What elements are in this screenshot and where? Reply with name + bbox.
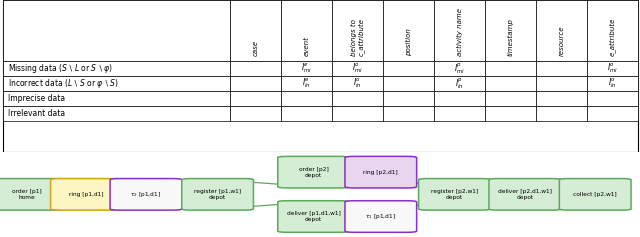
Bar <box>3 106 230 121</box>
Bar <box>435 91 485 106</box>
Bar <box>332 76 383 91</box>
Bar <box>485 91 536 106</box>
Bar <box>332 106 383 121</box>
FancyBboxPatch shape <box>182 178 253 210</box>
Text: $I^p_{in}$: $I^p_{in}$ <box>455 76 464 91</box>
FancyBboxPatch shape <box>345 156 417 188</box>
Text: deliver [p1,d1,w1]
depot: deliver [p1,d1,w1] depot <box>287 211 340 222</box>
Text: deliver [p2,d1,w1]
depot: deliver [p2,d1,w1] depot <box>498 189 552 200</box>
Text: $\tau_1$ [p1,d1]: $\tau_1$ [p1,d1] <box>365 212 396 221</box>
Bar <box>3 91 230 106</box>
Bar <box>587 76 638 91</box>
Text: $I^e_{in}$: $I^e_{in}$ <box>303 77 311 90</box>
Text: $I^o_{mi}$: $I^o_{mi}$ <box>353 62 364 75</box>
Bar <box>536 91 587 106</box>
Text: position: position <box>406 28 412 56</box>
Bar <box>485 0 536 61</box>
Text: e_attribute: e_attribute <box>609 18 616 56</box>
Bar <box>435 76 485 91</box>
FancyBboxPatch shape <box>559 178 631 210</box>
Text: order [p2]
depot: order [p2] depot <box>299 167 328 178</box>
Bar <box>485 76 536 91</box>
Bar <box>587 106 638 121</box>
Bar <box>485 106 536 121</box>
Bar <box>230 0 282 61</box>
FancyBboxPatch shape <box>345 201 417 232</box>
Bar <box>536 76 587 91</box>
Bar <box>435 0 485 61</box>
Bar <box>383 91 435 106</box>
Text: $I^o_{in}$: $I^o_{in}$ <box>353 77 362 90</box>
Bar <box>383 61 435 76</box>
Bar <box>332 91 383 106</box>
Text: Irrelevant data: Irrelevant data <box>8 109 65 118</box>
Bar <box>587 0 638 61</box>
Bar <box>332 0 383 61</box>
Bar <box>3 0 230 61</box>
Bar <box>435 61 485 76</box>
Text: $I^p_{mi}$: $I^p_{mi}$ <box>454 61 465 76</box>
Text: $I^o_{in}$: $I^o_{in}$ <box>608 77 617 90</box>
Bar <box>282 0 332 61</box>
Bar <box>383 106 435 121</box>
Bar <box>332 61 383 76</box>
Bar <box>383 0 435 61</box>
Bar <box>435 106 485 121</box>
FancyBboxPatch shape <box>278 201 349 232</box>
Text: order [p1]
home: order [p1] home <box>12 189 42 200</box>
Text: case: case <box>253 40 259 56</box>
Bar <box>485 61 536 76</box>
Bar <box>230 91 282 106</box>
Bar <box>282 106 332 121</box>
Text: activity name: activity name <box>457 8 463 56</box>
FancyBboxPatch shape <box>110 178 182 210</box>
FancyBboxPatch shape <box>278 156 349 188</box>
Bar <box>230 76 282 91</box>
Text: ring [p2,d1]: ring [p2,d1] <box>364 170 398 175</box>
Bar <box>536 106 587 121</box>
FancyBboxPatch shape <box>419 178 490 210</box>
Bar <box>282 76 332 91</box>
Text: collect [p2,w1]: collect [p2,w1] <box>573 192 617 197</box>
Bar <box>3 76 230 91</box>
Bar <box>282 91 332 106</box>
Bar <box>282 61 332 76</box>
Text: register [p1,w1]
depot: register [p1,w1] depot <box>194 189 241 200</box>
Text: register [p2,w1]
depot: register [p2,w1] depot <box>431 189 478 200</box>
Text: timestamp: timestamp <box>508 18 514 56</box>
Bar <box>536 0 587 61</box>
FancyBboxPatch shape <box>489 178 561 210</box>
Text: resource: resource <box>559 26 564 56</box>
Text: $\tau_2$ [p1,d1]: $\tau_2$ [p1,d1] <box>131 190 161 199</box>
Text: $I^e_{mi}$: $I^e_{mi}$ <box>301 62 312 75</box>
Text: Incorrect data ($L \setminus S$ or $\varphi \setminus S$): Incorrect data ($L \setminus S$ or $\var… <box>8 77 119 90</box>
Text: belongs to
c_attribute: belongs to c_attribute <box>351 18 365 56</box>
Bar <box>536 61 587 76</box>
Text: ring [p1,d1]: ring [p1,d1] <box>69 192 104 197</box>
Bar <box>587 91 638 106</box>
Bar <box>3 61 230 76</box>
Bar <box>230 61 282 76</box>
Text: $I^o_{mi}$: $I^o_{mi}$ <box>607 62 618 75</box>
Text: Missing data ($S \setminus L$ or $S \setminus \varphi$): Missing data ($S \setminus L$ or $S \set… <box>8 62 113 75</box>
FancyBboxPatch shape <box>0 178 63 210</box>
Bar <box>587 61 638 76</box>
Bar <box>230 106 282 121</box>
Text: Imprecise data: Imprecise data <box>8 94 65 103</box>
Text: event: event <box>304 36 310 56</box>
FancyBboxPatch shape <box>51 178 122 210</box>
Bar <box>383 76 435 91</box>
